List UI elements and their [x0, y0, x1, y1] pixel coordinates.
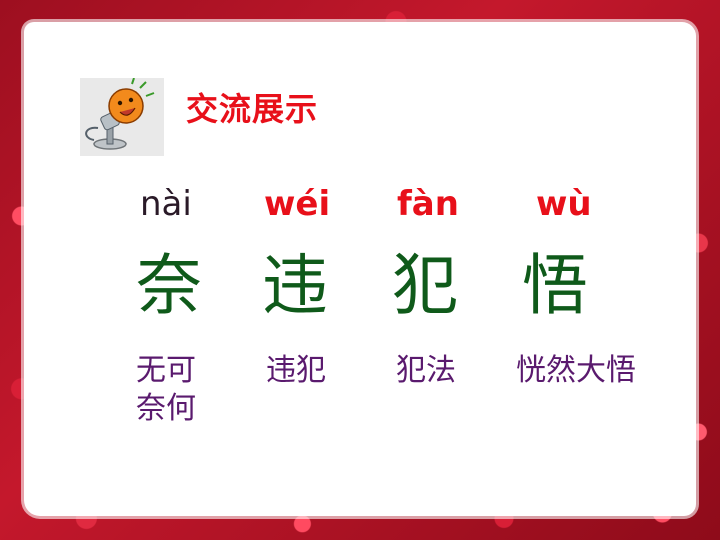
- page-title: 交流展示: [186, 90, 319, 128]
- microphone-icon: [80, 78, 164, 156]
- pinyin-2: wéi: [264, 184, 331, 224]
- word-4: 恍然大悟: [516, 353, 636, 388]
- word-1-line-2: 奈何: [136, 391, 196, 426]
- character-3: 犯: [392, 247, 458, 324]
- pinyin-4: wù: [536, 184, 592, 224]
- pinyin-1: nài: [140, 184, 192, 224]
- word-1: 无可 奈何: [136, 352, 216, 428]
- character-2: 违: [262, 247, 328, 324]
- word-2: 违犯: [266, 353, 326, 388]
- pinyin-3: fàn: [397, 184, 459, 224]
- character-4: 悟: [522, 247, 588, 324]
- word-3: 犯法: [396, 353, 456, 388]
- character-1: 奈: [136, 247, 202, 324]
- word-1-line-1: 无可: [136, 353, 196, 388]
